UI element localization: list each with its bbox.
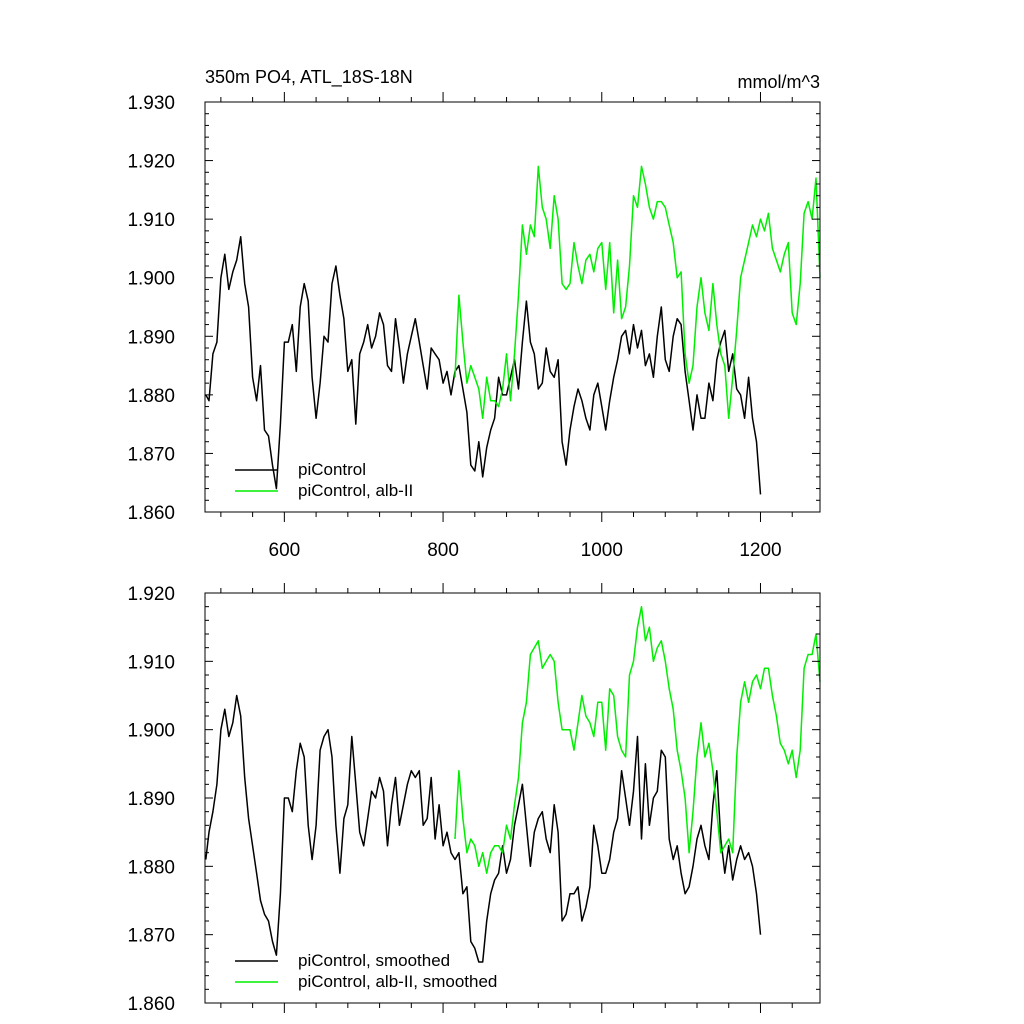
y-tick-label: 1.880 — [127, 386, 175, 407]
y-tick-label: 1.880 — [127, 857, 175, 878]
legend-label: piControl, alb-II — [298, 481, 413, 500]
y-tick-label: 1.920 — [127, 152, 175, 173]
y-tick-label: 1.910 — [127, 210, 175, 231]
x-tick-label: 1000 — [581, 540, 623, 561]
y-tick-label: 1.890 — [127, 789, 175, 810]
legend-label: piControl, smoothed — [298, 951, 450, 970]
y-tick-label: 1.860 — [127, 994, 175, 1015]
plot-frame — [204, 592, 821, 1004]
y-tick-label: 1.900 — [127, 721, 175, 742]
series-line-1-0 — [205, 694, 762, 963]
plot-frame — [204, 101, 821, 513]
x-tick-label: 1200 — [739, 540, 781, 561]
legend-label: piControl, alb-II, smoothed — [298, 972, 497, 991]
y-tick-label: 1.870 — [127, 926, 175, 947]
series-line-0-0 — [205, 235, 762, 495]
y-tick-label: 1.860 — [127, 503, 175, 524]
x-tick-label: 600 — [269, 540, 301, 561]
y-tick-label: 1.890 — [127, 327, 175, 348]
y-tick-label: 1.920 — [127, 584, 175, 605]
title-left: 350m PO4, ATL_18S-18N — [205, 67, 413, 88]
x-tick-label: 800 — [427, 540, 459, 561]
title-right-units: mmol/m^3 — [738, 72, 820, 92]
y-tick-label: 1.900 — [127, 269, 175, 290]
series-line-0-1 — [454, 165, 821, 420]
y-tick-label: 1.870 — [127, 444, 175, 465]
y-tick-label: 1.930 — [127, 93, 175, 114]
panel-bottom: 1.860 1.870 1.880 1.890 1.900 1.910 1.920 piCon… — [127, 583, 821, 1015]
y-tick-label: 1.910 — [127, 652, 175, 673]
series-line-1-1 — [454, 605, 821, 874]
legend-label: piControl — [298, 460, 366, 479]
panel-top: 1.860 1.870 1.880 1.890 1.900 1.910 1.920 1.930… — [127, 92, 821, 561]
